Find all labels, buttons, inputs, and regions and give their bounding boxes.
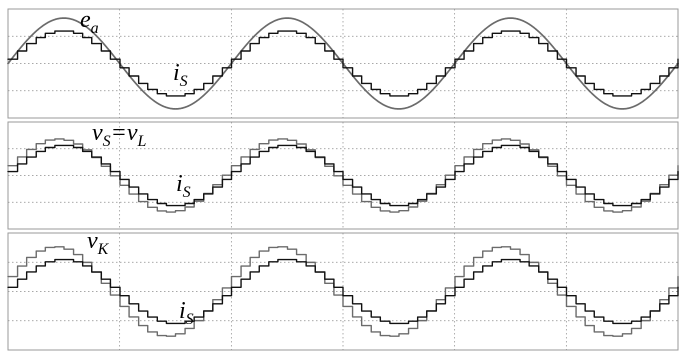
panel-1: ea iS xyxy=(7,7,679,119)
panel-1-series-is xyxy=(7,30,679,97)
panel-3-series-vk xyxy=(7,246,679,337)
panel-1-label-ea: ea xyxy=(80,7,99,37)
panel-2-series-is xyxy=(7,144,679,207)
panel-3: vK iS xyxy=(7,228,679,351)
panel-2-label-is: iS xyxy=(176,171,191,201)
panel-1-label-is: iS xyxy=(173,60,188,90)
panel-3-grid xyxy=(8,233,678,350)
panel-2-label-vs-vl: vS=vL xyxy=(92,120,147,150)
panel-3-label-is: iS xyxy=(179,298,194,328)
panel-3-series-is xyxy=(7,258,679,325)
panel-2: vS=vL iS xyxy=(7,120,679,230)
panel-3-label-vk: vK xyxy=(87,228,110,258)
